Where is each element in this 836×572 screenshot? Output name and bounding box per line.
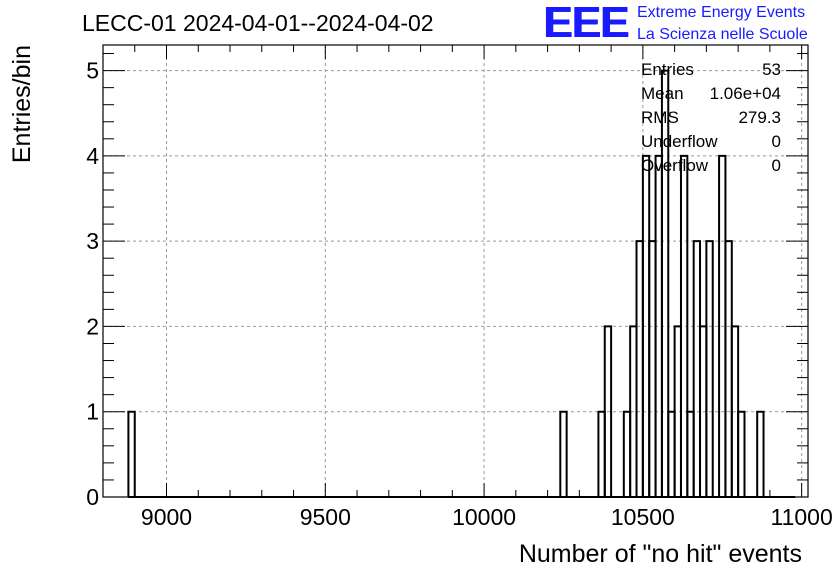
stats-box: Entries 53 Mean 1.06e+04 RMS 279.3 Under… <box>641 58 781 178</box>
stat-value: 0 <box>771 156 781 175</box>
tick-labels: 9000 9500 10000 10500 11000 0 1 2 3 4 5 <box>86 58 833 530</box>
logo-subtitle-line2: La Scienza nelle Scuole <box>637 26 808 43</box>
stat-value: 279.3 <box>738 108 781 127</box>
histogram-bar <box>603 325 613 497</box>
x-tick-label: 9500 <box>300 504 351 530</box>
stat-label: RMS <box>641 108 679 127</box>
stat-label: Mean <box>641 84 684 103</box>
histogram-bars <box>127 69 796 498</box>
y-tick-label: 0 <box>86 484 99 510</box>
histogram-bar <box>756 410 765 497</box>
x-tick-label: 10500 <box>611 504 675 530</box>
stat-value: 0 <box>771 132 781 151</box>
y-tick-label: 4 <box>86 143 99 169</box>
histogram-bar <box>660 69 670 497</box>
x-axis-label: Number of "no hit" events <box>519 540 802 568</box>
histogram-bar <box>705 240 714 497</box>
x-tick-label: 9000 <box>141 504 192 530</box>
histogram-bar <box>559 410 568 497</box>
stat-row-mean: Mean 1.06e+04 <box>641 82 781 106</box>
stat-label: Entries <box>641 60 694 79</box>
x-tick-label: 11000 <box>771 504 833 530</box>
histogram-bar <box>679 154 689 497</box>
axis-ticks <box>102 45 808 498</box>
stat-row-overflow: Overflow 0 <box>641 154 781 178</box>
histogram-bar <box>127 410 136 497</box>
stat-row-rms: RMS 279.3 <box>641 106 781 130</box>
stat-label: Overflow <box>641 156 709 175</box>
stat-row-entries: Entries 53 <box>641 58 781 82</box>
eee-logo: EEE Extreme Energy Events La Scienza nel… <box>543 0 833 47</box>
histogram-bar <box>737 410 746 497</box>
stat-row-underflow: Underflow 0 <box>641 130 781 154</box>
y-tick-label: 2 <box>86 313 99 339</box>
stat-value: 1.06e+04 <box>709 84 781 103</box>
eee-logo-mark: EEE <box>543 0 629 47</box>
y-tick-label: 1 <box>86 399 99 425</box>
y-tick-label: 5 <box>86 58 99 84</box>
x-tick-label: 10000 <box>452 504 516 530</box>
stat-value: 53 <box>762 60 781 79</box>
logo-subtitle-line1: Extreme Energy Events <box>637 4 806 21</box>
stat-label: Underflow <box>641 132 718 151</box>
y-axis-label: Entries/bin <box>8 45 36 163</box>
y-tick-label: 3 <box>86 228 99 254</box>
chart-title: LECC-01 2024-04-01--2024-04-02 <box>82 10 434 36</box>
